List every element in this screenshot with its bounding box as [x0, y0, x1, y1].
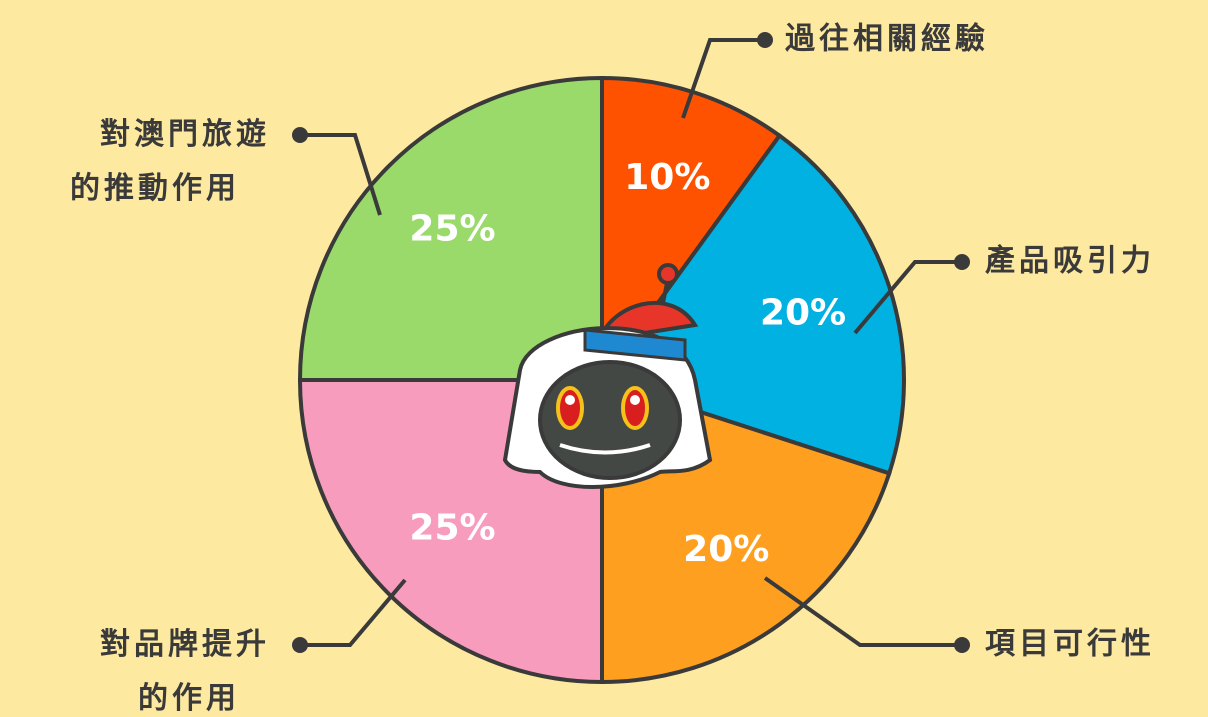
leader-dot — [292, 637, 308, 653]
chart: 10%過往相關經驗20%產品吸引力20%項目可行性25%對品牌提升的作用25%對… — [0, 0, 1208, 717]
value-label: 20% — [760, 293, 846, 334]
value-label: 20% — [683, 529, 769, 570]
category-label: 產品吸引力 — [985, 244, 1155, 279]
leader-dot — [954, 254, 970, 270]
value-label: 10% — [624, 157, 710, 198]
category-label: 過往相關經驗 — [785, 22, 989, 57]
value-label: 25% — [409, 507, 495, 548]
leader-dot — [954, 637, 970, 653]
leader-dot — [757, 32, 773, 48]
value-label: 25% — [409, 209, 495, 250]
leader-dot — [292, 127, 308, 143]
category-label: 項目可行性 — [985, 627, 1155, 662]
